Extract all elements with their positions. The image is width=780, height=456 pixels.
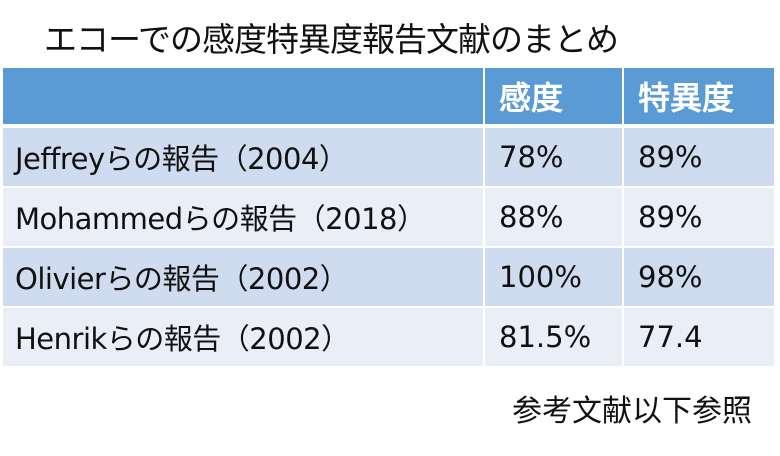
table-row-specificity: 77.4	[624, 308, 774, 366]
table-row-study: Henrikらの報告（2002）	[3, 308, 483, 366]
table-row-sensitivity: 78%	[485, 128, 622, 186]
header-cell-study	[3, 68, 483, 124]
table-row-study: Mohammedらの報告（2018）	[3, 188, 483, 246]
table-row-specificity: 89%	[624, 128, 774, 186]
table-row-study: Olivierらの報告（2002）	[3, 248, 483, 306]
table-row-specificity: 89%	[624, 188, 774, 246]
table-row-sensitivity: 81.5%	[485, 308, 622, 366]
header-cell-specificity: 特異度	[624, 68, 774, 124]
table-row-study: Jeffreyらの報告（2004）	[3, 128, 483, 186]
header-cell-sensitivity: 感度	[485, 68, 622, 124]
table-row-sensitivity: 88%	[485, 188, 622, 246]
table-row-specificity: 98%	[624, 248, 774, 306]
summary-table: 感度 特異度 Jeffreyらの報告（2004） 78% 89% Mohamme…	[3, 68, 774, 366]
references-note: 参考文献以下参照	[512, 394, 752, 429]
table-row-sensitivity: 100%	[485, 248, 622, 306]
page-title: エコーでの感度特異度報告文献のまとめ	[44, 20, 619, 59]
